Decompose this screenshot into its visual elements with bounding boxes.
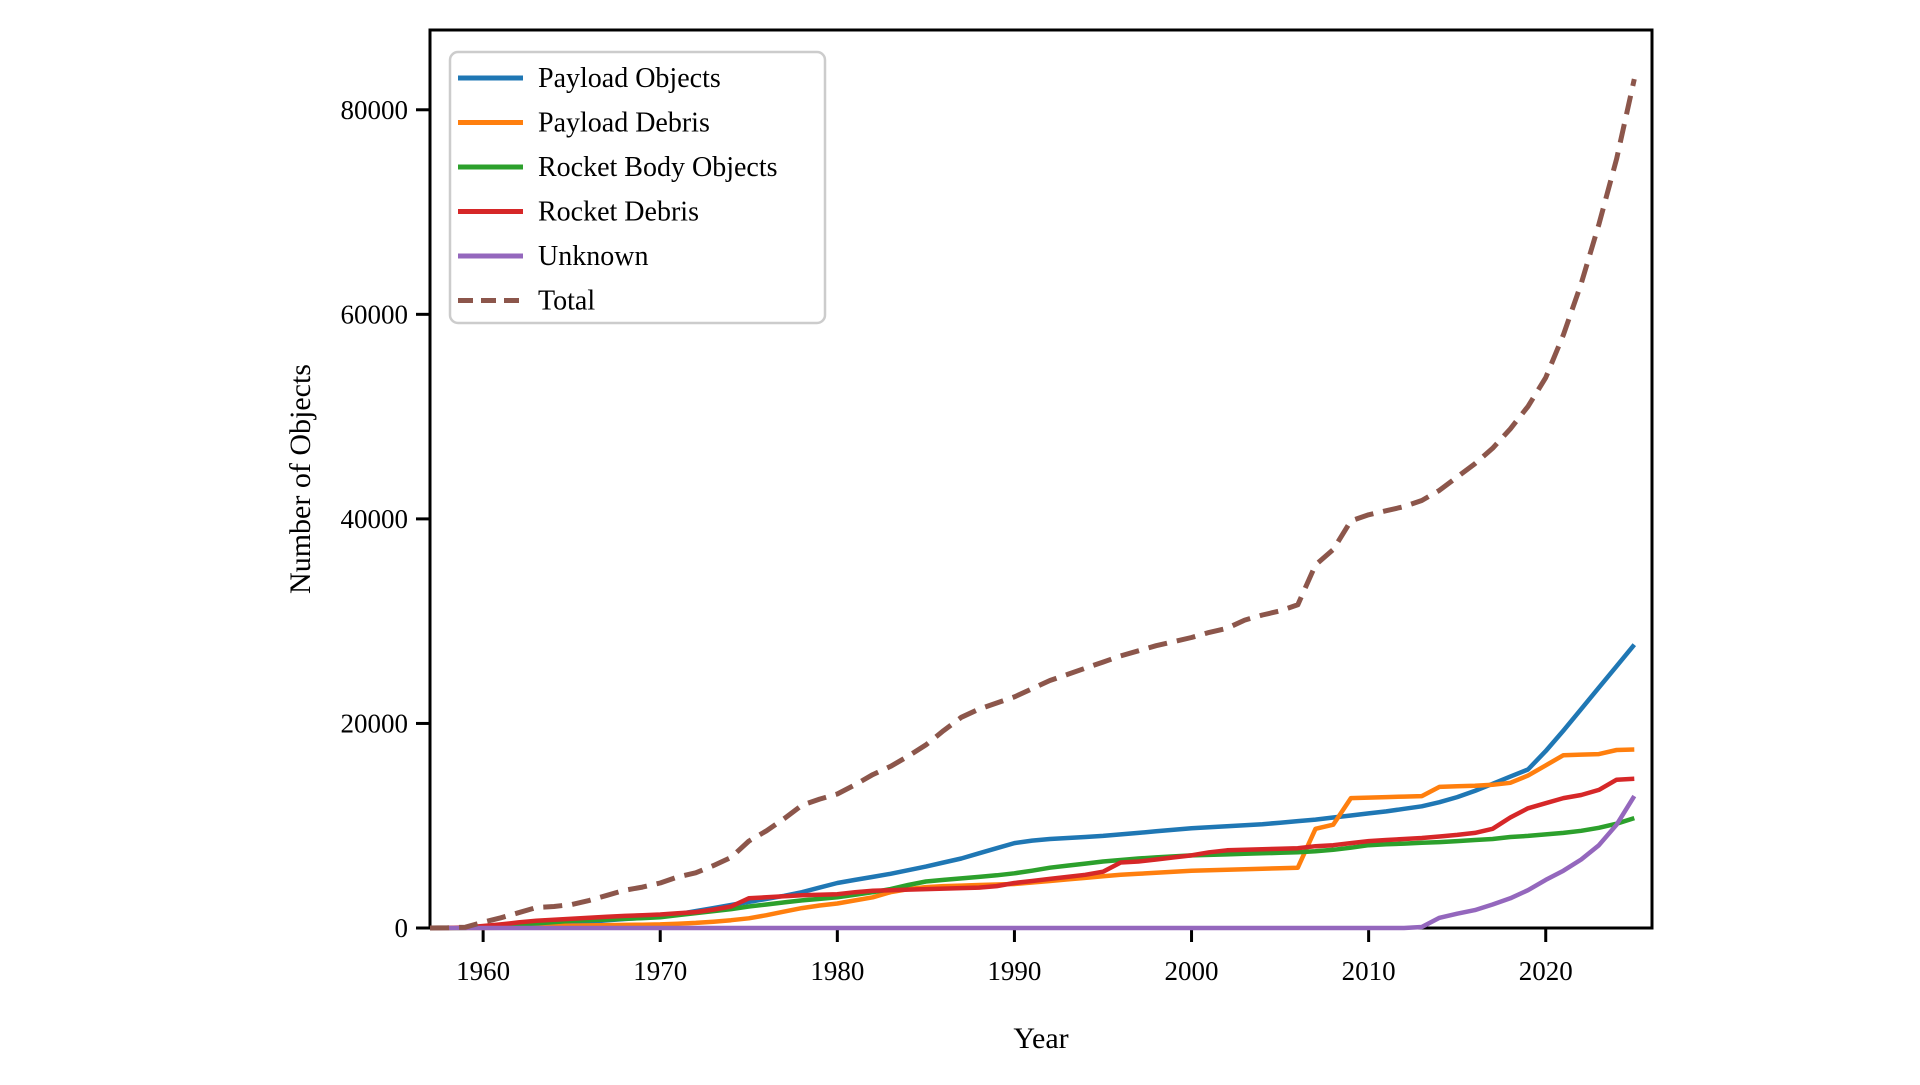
y-tick-label: 0 xyxy=(395,913,409,943)
legend-item-total: Total xyxy=(458,286,595,317)
legend: Payload Objects Payload Debris Rocket Body… xyxy=(448,50,827,325)
legend-item-unknown: Unknown xyxy=(458,241,648,272)
legend-label-total: Total xyxy=(538,286,595,317)
legend-label-rocket-debris: Rocket Debris xyxy=(538,197,699,228)
x-tick-label: 1970 xyxy=(633,956,687,986)
y-tick-label: 20000 xyxy=(341,708,409,738)
plot-area: 1960 1970 1980 1990 2000 2010 2020 0 20000 40000 6… xyxy=(341,28,1654,986)
legend-label-payload-debris: Payload Debris xyxy=(538,108,710,139)
series-line-unknown xyxy=(430,794,1637,931)
x-axis-label: Year xyxy=(1013,1022,1068,1055)
legend-item-rocket-debris: Rocket Debris xyxy=(458,197,699,228)
legend-label-rocket-body-objects: Rocket Body Objects xyxy=(538,152,778,183)
legend-box xyxy=(448,50,827,325)
series-line-total xyxy=(429,78,1637,931)
x-tick-label: 1990 xyxy=(987,956,1041,986)
x-tick-label: 2000 xyxy=(1165,956,1219,986)
legend-item-rocket-body-objects: Rocket Body Objects xyxy=(458,152,778,183)
y-tick-label: 40000 xyxy=(341,504,409,534)
legend-item-payload-debris: Payload Debris xyxy=(458,108,710,139)
legend-item-payload-objects: Payload Objects xyxy=(458,63,721,94)
x-tick-label: 2020 xyxy=(1519,956,1573,986)
y-tick-label: 80000 xyxy=(341,95,409,125)
series-line-rocket-body-objects xyxy=(429,815,1635,931)
y-axis-label: Number of Objects xyxy=(284,364,317,594)
legend-label-unknown: Unknown xyxy=(538,241,648,272)
y-tick-label: 60000 xyxy=(341,299,409,329)
x-tick-label: 1980 xyxy=(810,956,864,986)
series-line-rocket-debris xyxy=(429,776,1635,931)
x-tick-label: 1960 xyxy=(456,956,510,986)
legend-label-payload-objects: Payload Objects xyxy=(538,63,721,94)
x-tick-label: 2010 xyxy=(1342,956,1396,986)
